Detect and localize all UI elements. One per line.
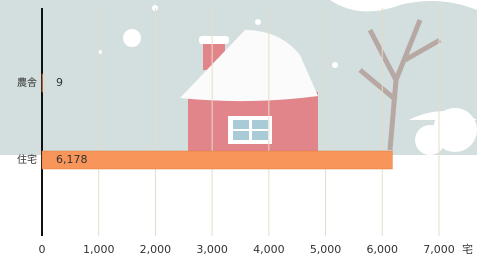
y-tick-label: 住宅 (17, 153, 37, 166)
x-tick-label: 7,000 (423, 243, 455, 256)
page: 宅 0 1,000 2,000 3,000 4,000 5,000 6,000 7,000 9 農… (0, 0, 477, 259)
value-label: 9 (56, 76, 63, 89)
chart: 宅 0 1,000 2,000 3,000 4,000 5,000 6,000 7,000 9 農… (0, 0, 477, 259)
background-illustration (0, 0, 477, 259)
x-tick-label: 5,000 (310, 243, 342, 256)
x-axis-unit: 宅 (462, 242, 473, 256)
x-tick-label: 1,000 (83, 243, 115, 256)
x-tick-label: 3,000 (196, 243, 228, 256)
bar (42, 74, 43, 92)
value-label: 6,178 (56, 153, 88, 166)
x-tick-label: 2,000 (140, 243, 172, 256)
y-tick-label: 農舎 (17, 76, 37, 89)
x-tick-label: 4,000 (253, 243, 285, 256)
bar (42, 151, 392, 169)
x-tick-label: 6,000 (367, 243, 399, 256)
x-tick-label: 0 (39, 243, 46, 256)
